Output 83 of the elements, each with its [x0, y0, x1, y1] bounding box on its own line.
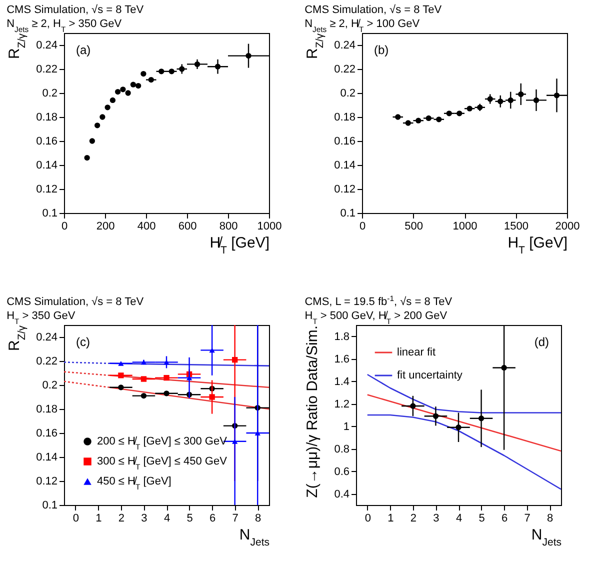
x-tick-label: 2: [118, 512, 125, 524]
chart-title: CMS, L = 19.5 fb$^{-1}$, √s = 8 TeV: [304, 294, 453, 308]
annotation: (d): [534, 335, 549, 349]
y-tick-label: 0.2: [42, 88, 58, 100]
y-tick-label: 0.24: [36, 40, 58, 52]
y-tick-label: 0.22: [334, 64, 356, 76]
y-tick-label: 0.14: [36, 452, 58, 464]
y-tick-label: 1: [343, 420, 350, 433]
annotation: (b): [374, 43, 389, 57]
y-tick-label: 0.12: [36, 476, 58, 488]
x-tick-label: 800: [219, 220, 238, 232]
y-tick-label: 0.24: [36, 332, 58, 344]
y-tick-label: 0.2: [340, 88, 356, 100]
y-tick-label: 0.1: [340, 208, 356, 220]
x-tick-label: 8: [547, 512, 554, 524]
x-axis-title: H$_{T}$ [GeV]: [508, 234, 568, 256]
y-tick-label: 0.2: [42, 380, 58, 392]
x-tick-label: 200: [96, 220, 115, 232]
x-tick-label: 7: [524, 512, 530, 524]
y-tick-label: 0.16: [36, 136, 58, 148]
chart-subtitle: N$_{Jets}$ ≥ 2, H$_{T}$ > 350 GeV: [6, 18, 122, 34]
y-tick-label: 1.6: [334, 353, 350, 366]
x-tick-label: 600: [178, 220, 197, 232]
x-tick-label: 0: [61, 220, 68, 232]
y-tick-label: 0.12: [36, 184, 58, 196]
x-axis-title: N$_{Jets}$: [239, 526, 270, 548]
y-tick-label: 1.4: [334, 376, 350, 388]
y-tick-label: 0.18: [334, 112, 356, 124]
x-tick-label: 1: [96, 512, 102, 524]
chart-title: CMS Simulation, √s = 8 TeV: [6, 296, 144, 308]
legend-label: 200 ≤ H̸$_{T}$ [GeV] ≤ 300 GeV: [97, 436, 228, 451]
x-tick-label: 1000: [452, 220, 478, 232]
x-tick-label: 0: [359, 220, 366, 232]
y-tick-label: 0.16: [36, 428, 58, 440]
x-tick-label: 6: [209, 512, 216, 524]
x-tick-label: 5: [478, 512, 485, 524]
x-tick-label: 2: [410, 512, 417, 524]
y-tick-label: 0.18: [36, 404, 58, 416]
y-tick-label: 0.12: [334, 184, 356, 196]
chart-title: CMS Simulation, √s = 8 TeV: [6, 4, 144, 16]
y-tick-label: 0.14: [36, 160, 58, 172]
y-tick-label: 0.22: [36, 64, 58, 76]
chart-subtitle: N$_{Jets}$ ≥ 2, H̸$_{T}$ > 100 GeV: [304, 18, 420, 34]
x-tick-label: 0: [72, 512, 79, 524]
legend-label: 450 ≤ H̸$_{T}$ [GeV]: [97, 476, 172, 491]
y-tick-label: 0.22: [36, 356, 58, 368]
x-tick-label: 0: [364, 512, 371, 524]
y-tick-label: 1.2: [334, 398, 350, 410]
x-axis-title: N$_{Jets}$: [531, 526, 562, 548]
y-tick-label: 0.4: [334, 488, 350, 500]
x-tick-label: 1500: [504, 220, 528, 232]
x-tick-label: 5: [186, 512, 193, 524]
x-axis-title: H̸$_{T}$ [GeV]: [210, 234, 270, 256]
chart-title: CMS Simulation, √s = 8 TeV: [304, 4, 442, 16]
x-tick-label: 400: [137, 220, 156, 232]
x-tick-label: 7: [232, 512, 238, 524]
y-tick-label: 1.8: [334, 330, 350, 343]
y-tick-label: 0.8: [334, 443, 350, 456]
legend-label: 300 ≤ H̸$_{T}$ [GeV] ≤ 450 GeV: [97, 456, 228, 471]
x-tick-label: 1: [388, 512, 394, 524]
y-tick-label: 0.1: [42, 208, 58, 220]
y-tick-label: 0.1: [42, 500, 58, 512]
x-tick-label: 8: [255, 512, 262, 524]
y-tick-label: 0.24: [334, 40, 356, 52]
x-tick-label: 3: [433, 512, 440, 524]
x-tick-label: 4: [164, 512, 170, 524]
y-tick-label: 0.14: [334, 160, 356, 172]
x-tick-label: 2000: [555, 220, 580, 232]
annotation: (a): [76, 43, 91, 57]
y-tick-label: 0.6: [334, 466, 350, 478]
x-tick-label: 3: [141, 512, 148, 524]
x-tick-label: 6: [501, 512, 508, 524]
y-axis-title: Z(→μμ)/γ Ratio Data/Sim.: [304, 326, 322, 498]
annotation: (c): [76, 335, 90, 349]
x-tick-label: 1000: [257, 220, 282, 232]
y-tick-label: 0.16: [334, 136, 356, 148]
legend-label: fit uncertainty: [397, 370, 463, 382]
y-tick-label: 0.18: [36, 112, 58, 124]
x-tick-label: 4: [456, 512, 462, 524]
x-tick-label: 500: [404, 220, 423, 232]
legend-label: linear fit: [397, 346, 436, 358]
chart-subtitle: H$_{T}$ > 350 GeV: [6, 310, 76, 326]
chart-subtitle: H$_{T}$ > 500 GeV, H̸$_{T}$ > 200 GeV: [304, 310, 448, 326]
